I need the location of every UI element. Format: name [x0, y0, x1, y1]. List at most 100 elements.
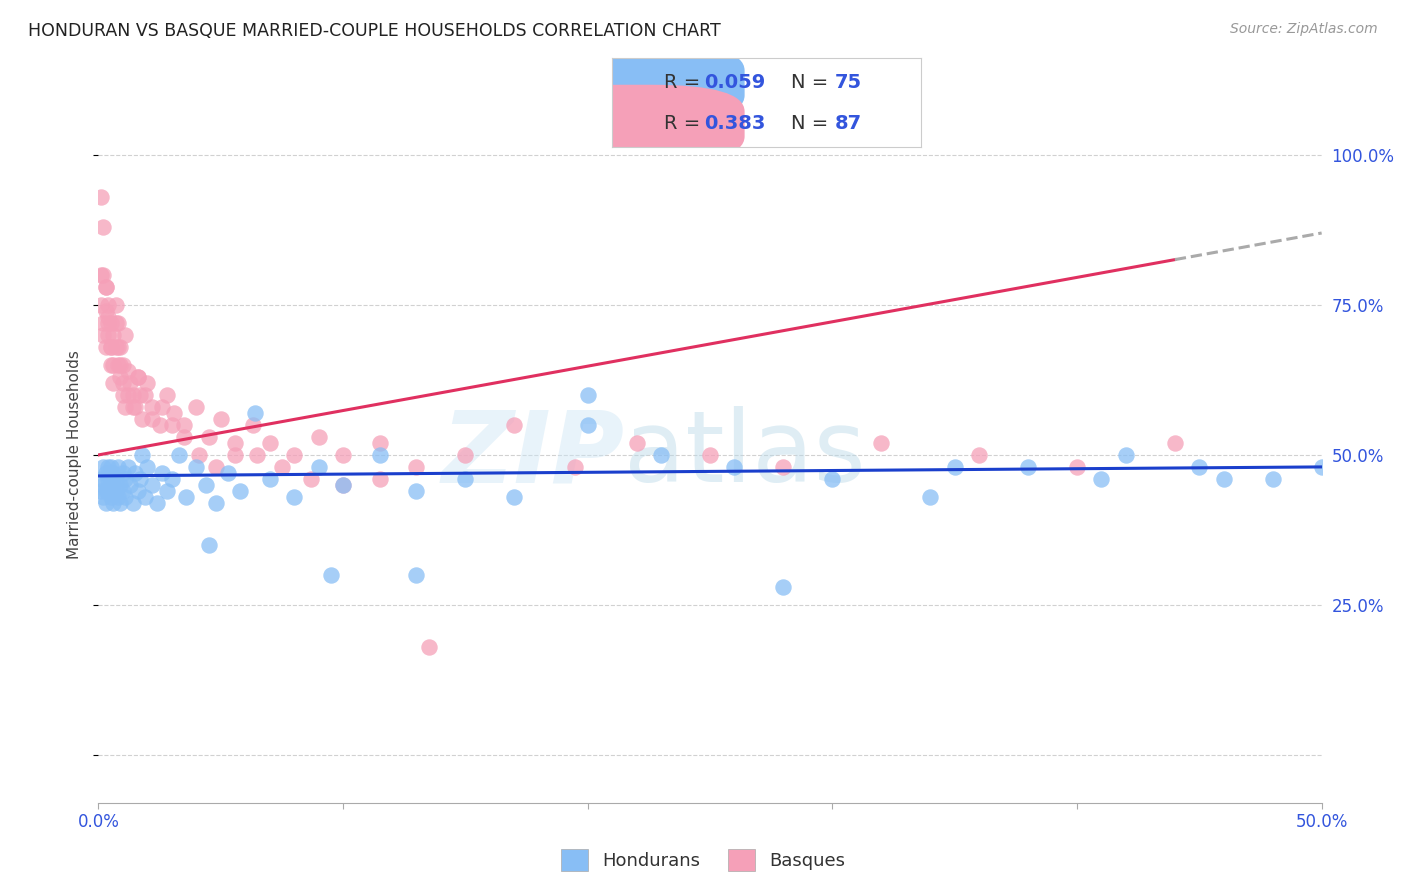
Point	[650, 448, 672, 462]
Point	[101, 466, 124, 480]
Point	[121, 496, 143, 510]
Point	[101, 496, 124, 510]
Text: R =: R =	[664, 73, 707, 93]
Point	[90, 268, 112, 282]
Point	[110, 358, 132, 372]
Legend: Hondurans, Basques: Hondurans, Basques	[554, 842, 852, 879]
Point	[1212, 472, 1234, 486]
Point	[368, 472, 391, 486]
Point	[920, 490, 942, 504]
Point	[156, 388, 179, 402]
Point	[104, 316, 127, 330]
Point	[454, 472, 477, 486]
Point	[94, 483, 117, 498]
Point	[259, 436, 281, 450]
Point	[967, 448, 990, 462]
Point	[160, 472, 183, 486]
Point	[186, 400, 208, 414]
Point	[121, 388, 143, 402]
Point	[141, 478, 163, 492]
Point	[229, 483, 252, 498]
Point	[141, 412, 163, 426]
Point	[163, 406, 186, 420]
Point	[120, 376, 142, 390]
Point	[90, 472, 112, 486]
Point	[187, 448, 209, 462]
Point	[120, 478, 142, 492]
Text: atlas: atlas	[624, 407, 866, 503]
Point	[91, 478, 114, 492]
Y-axis label: Married-couple Households: Married-couple Households	[67, 351, 83, 559]
Point	[100, 459, 122, 474]
Point	[1066, 459, 1088, 474]
Point	[1261, 472, 1284, 486]
Text: N =: N =	[792, 113, 835, 133]
Point	[107, 358, 129, 372]
Text: R =: R =	[664, 113, 707, 133]
Point	[91, 459, 114, 474]
Point	[176, 490, 198, 504]
Point	[94, 496, 117, 510]
Point	[870, 436, 893, 450]
Point	[91, 316, 114, 330]
Point	[186, 459, 208, 474]
Point	[134, 490, 156, 504]
Point	[405, 459, 427, 474]
Point	[124, 466, 146, 480]
Point	[114, 490, 136, 504]
Point	[150, 466, 173, 480]
Point	[332, 478, 354, 492]
Point	[97, 472, 120, 486]
Text: 0.383: 0.383	[704, 113, 766, 133]
Point	[101, 328, 124, 343]
Point	[821, 472, 844, 486]
Point	[332, 478, 354, 492]
FancyBboxPatch shape	[529, 85, 745, 163]
Point	[943, 459, 966, 474]
Point	[224, 448, 246, 462]
Point	[1188, 459, 1211, 474]
Text: Source: ZipAtlas.com: Source: ZipAtlas.com	[1230, 22, 1378, 37]
Point	[195, 478, 218, 492]
Point	[97, 483, 120, 498]
Point	[156, 483, 179, 498]
Point	[129, 472, 152, 486]
Point	[1115, 448, 1137, 462]
Point	[209, 412, 232, 426]
Point	[100, 472, 122, 486]
Point	[224, 436, 246, 450]
Point	[259, 472, 281, 486]
Point	[94, 304, 117, 318]
Point	[772, 580, 794, 594]
Point	[160, 417, 183, 432]
Point	[149, 417, 172, 432]
Point	[114, 400, 136, 414]
Point	[454, 448, 477, 462]
Point	[1310, 459, 1333, 474]
Point	[127, 370, 149, 384]
Text: ZIP: ZIP	[441, 407, 624, 503]
Point	[1164, 436, 1187, 450]
Point	[90, 298, 112, 312]
Point	[90, 483, 112, 498]
Point	[97, 459, 120, 474]
Point	[173, 430, 195, 444]
Point	[100, 340, 122, 354]
Point	[111, 376, 134, 390]
Point	[150, 400, 173, 414]
Point	[107, 490, 129, 504]
Point	[699, 448, 721, 462]
Point	[101, 376, 124, 390]
Point	[104, 340, 127, 354]
Point	[283, 490, 305, 504]
Point	[117, 459, 139, 474]
Point	[576, 417, 599, 432]
Point	[97, 310, 120, 324]
Point	[205, 459, 228, 474]
Text: 0.059: 0.059	[704, 73, 766, 93]
Point	[110, 340, 132, 354]
Point	[242, 417, 264, 432]
Point	[134, 388, 156, 402]
Point	[141, 400, 163, 414]
Point	[136, 376, 159, 390]
